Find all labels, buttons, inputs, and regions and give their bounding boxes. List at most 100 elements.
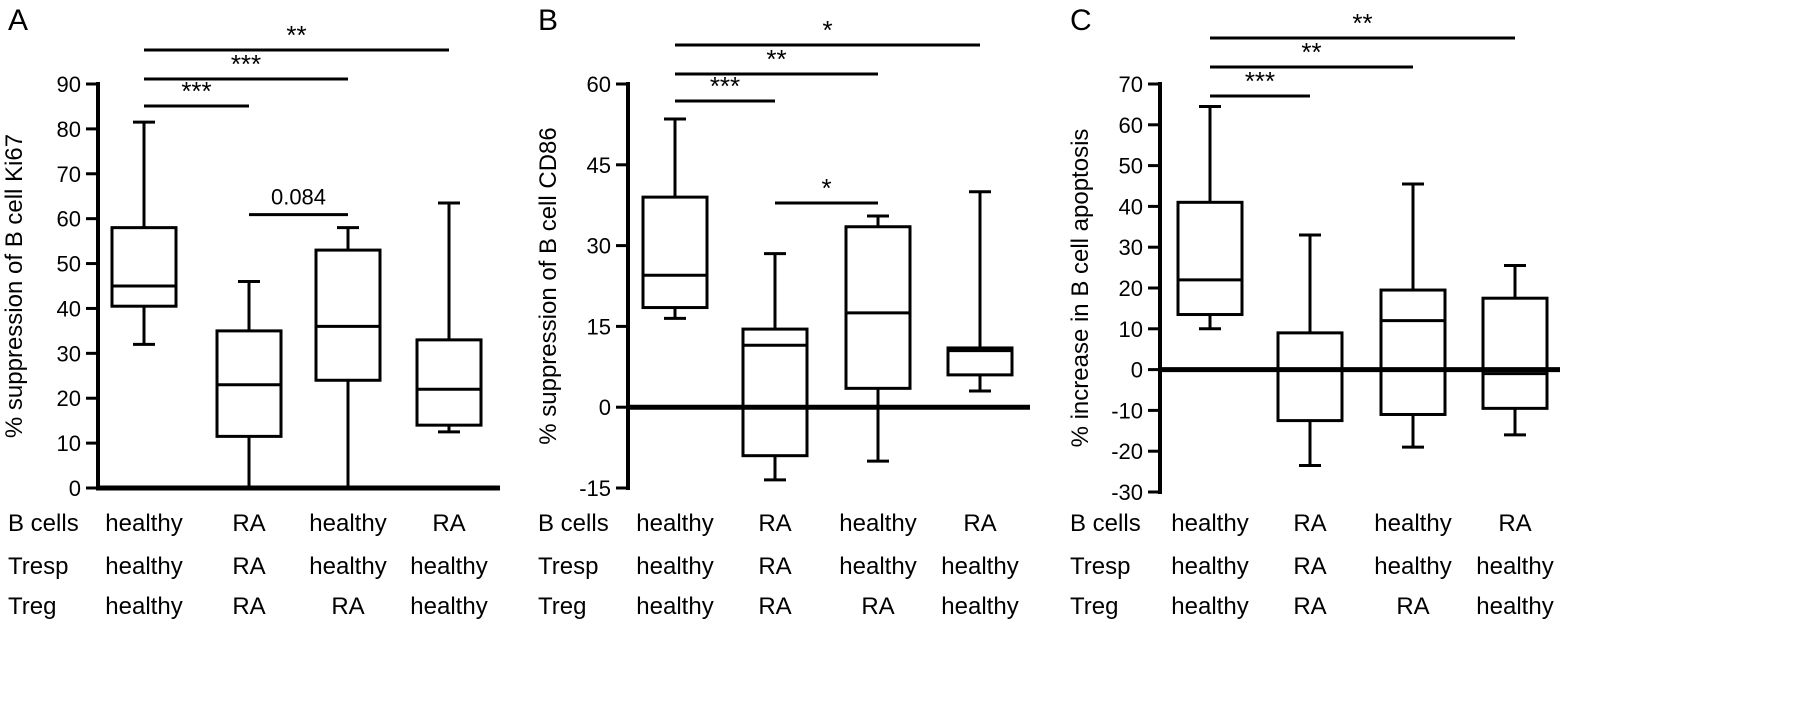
box-iqr: [110, 226, 178, 308]
box-3: [1379, 182, 1447, 449]
box-iqr: [1481, 296, 1549, 410]
category-cell: healthy: [1171, 553, 1248, 580]
significance-label: **: [766, 44, 786, 74]
row-label-treg: Treg: [538, 593, 586, 620]
category-cell: healthy: [410, 553, 487, 580]
category-cell: healthy: [105, 553, 182, 580]
y-axis-label: % increase in B cell apoptosis: [1067, 129, 1094, 448]
y-tick-label: 60: [57, 207, 81, 232]
significance-label: *: [822, 15, 832, 45]
significance-label: ***: [231, 49, 261, 79]
y-tick-label: -15: [579, 476, 611, 501]
box-2: [1276, 233, 1344, 467]
box-1: [641, 117, 709, 320]
category-cell: healthy: [636, 553, 713, 580]
row-label-b-cells: B cells: [538, 510, 609, 537]
y-axis-label: % suppression of B cell CD86: [535, 127, 562, 444]
y-tick-label: 20: [57, 386, 81, 411]
y-tick-label: 70: [57, 162, 81, 187]
y-tick-label: 30: [57, 341, 81, 366]
panel-label: A: [8, 4, 28, 37]
box-iqr: [946, 346, 1014, 377]
row-label-b-cells: B cells: [1070, 510, 1141, 537]
category-cell: healthy: [636, 593, 713, 620]
category-cell: healthy: [941, 553, 1018, 580]
box-1: [1176, 104, 1244, 331]
category-cell: healthy: [410, 593, 487, 620]
panel-label: C: [1070, 4, 1092, 37]
category-cell: healthy: [309, 510, 386, 537]
category-cell: RA: [758, 510, 791, 537]
y-tick-label: 0: [1131, 358, 1143, 383]
box-iqr: [741, 327, 809, 458]
category-cell: RA: [1498, 510, 1531, 537]
significance-label: ***: [181, 76, 211, 106]
y-tick-label: 40: [57, 296, 81, 321]
y-tick-label: 20: [1119, 276, 1143, 301]
box-2: [215, 280, 283, 490]
category-cell: healthy: [839, 553, 916, 580]
box-iqr: [415, 338, 483, 427]
category-cell: RA: [232, 593, 265, 620]
y-tick-label: 60: [1119, 113, 1143, 138]
box-4: [415, 201, 483, 434]
category-cell: RA: [1293, 510, 1326, 537]
category-cell: healthy: [105, 593, 182, 620]
category-cell: healthy: [839, 510, 916, 537]
category-cell: healthy: [105, 510, 182, 537]
category-cell: RA: [758, 593, 791, 620]
category-cell: RA: [1396, 593, 1429, 620]
y-tick-label: -30: [1111, 480, 1143, 505]
box-3: [314, 226, 382, 490]
y-tick-label: -20: [1111, 439, 1143, 464]
y-tick-label: 10: [57, 431, 81, 456]
category-cell: RA: [758, 553, 791, 580]
box-2: [741, 252, 809, 482]
y-tick-label: 30: [587, 234, 611, 259]
category-cell: RA: [432, 510, 465, 537]
category-cell: RA: [232, 510, 265, 537]
category-cell: healthy: [636, 510, 713, 537]
y-tick-label: 30: [1119, 235, 1143, 260]
category-cell: healthy: [309, 553, 386, 580]
y-tick-label: 90: [57, 72, 81, 97]
significance-label: *: [821, 173, 831, 203]
significance-label: ***: [710, 71, 740, 101]
panel-a: A 0 10 20 30 40 50 60 70 80 90 % suppression of B c…: [1, 4, 500, 620]
category-cell: RA: [331, 593, 364, 620]
box-4: [946, 190, 1014, 393]
significance-label: ***: [1245, 66, 1275, 96]
category-cell: healthy: [1374, 510, 1451, 537]
box-iqr: [314, 248, 382, 382]
significance-label: 0.084: [271, 185, 326, 210]
row-label-treg: Treg: [8, 593, 56, 620]
y-tick-label: 0: [599, 395, 611, 420]
row-label-tresp: Tresp: [8, 553, 68, 580]
box-iqr: [1176, 200, 1244, 317]
box-4: [1481, 264, 1549, 437]
panel-c: C -30 -20 -10 0 10 20 30 40 50 60 70 % increase in B…: [1067, 4, 1560, 620]
box-iqr: [844, 225, 912, 390]
category-cell: RA: [1293, 553, 1326, 580]
y-tick-label: 15: [587, 314, 611, 339]
box-iqr: [1276, 331, 1344, 423]
row-label-treg: Treg: [1070, 593, 1118, 620]
y-axis-label: % suppression of B cell Ki67: [1, 134, 28, 438]
y-tick-label: 50: [57, 252, 81, 277]
y-tick-label: 70: [1119, 72, 1143, 97]
box-1: [110, 120, 178, 346]
y-tick-label: -10: [1111, 398, 1143, 423]
row-label-b-cells: B cells: [8, 510, 79, 537]
y-tick-label: 10: [1119, 317, 1143, 342]
category-cell: RA: [1293, 593, 1326, 620]
category-cell: healthy: [941, 593, 1018, 620]
category-cell: healthy: [1171, 593, 1248, 620]
significance-label: **: [286, 20, 306, 50]
box-iqr: [1379, 288, 1447, 416]
row-label-tresp: Tresp: [538, 553, 598, 580]
y-tick-label: 45: [587, 153, 611, 178]
significance-label: **: [1352, 8, 1372, 38]
category-cell: healthy: [1476, 553, 1553, 580]
row-label-tresp: Tresp: [1070, 553, 1130, 580]
